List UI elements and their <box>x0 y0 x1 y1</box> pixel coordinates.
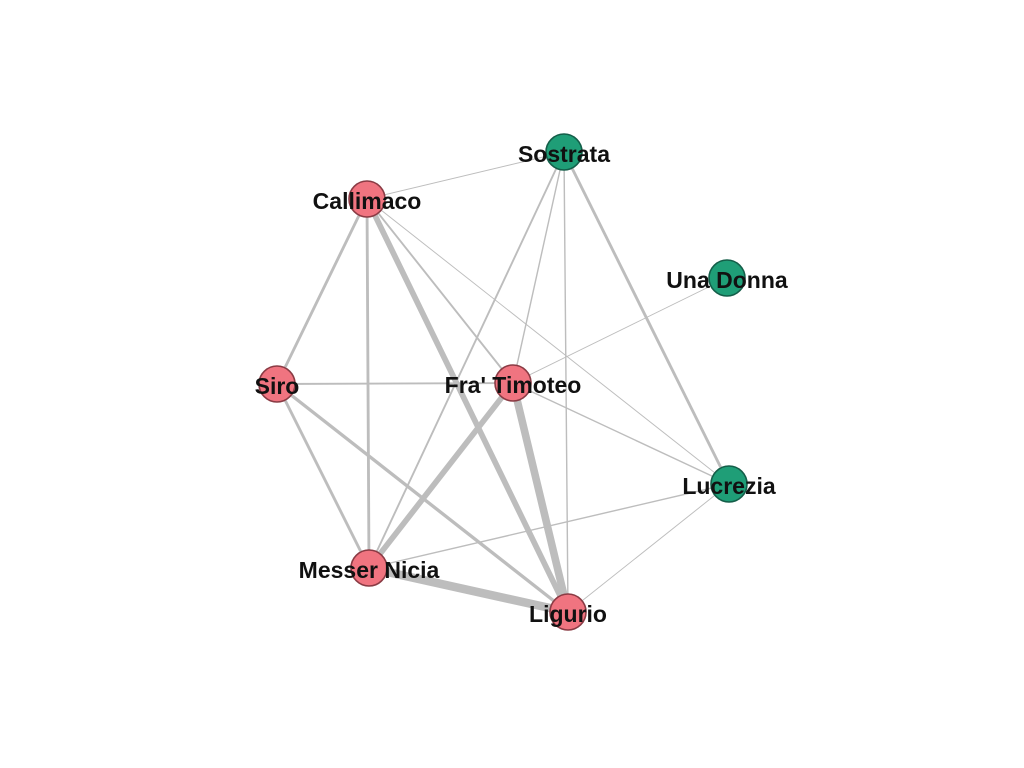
edge-sostrata-ligurio <box>563 151 569 613</box>
node-callimaco <box>348 180 386 218</box>
edge-sostrata-fra-timoteo <box>512 151 565 384</box>
node-label-fra-timoteo: Fra' Timoteo <box>445 372 582 398</box>
node-ligurio <box>549 593 587 631</box>
edge-messer-nicia-lucrezia <box>368 483 730 569</box>
edge-siro-messer-nicia <box>275 382 371 570</box>
node-label-sostrata: Sostrata <box>518 141 610 167</box>
edge-fra-timoteo-lucrezia <box>512 382 730 485</box>
edge-layer <box>275 150 731 617</box>
edge-sostrata-messer-nicia <box>368 151 565 569</box>
edge-callimaco-sostrata <box>366 151 565 200</box>
node-label-callimaco: Callimaco <box>313 188 422 214</box>
node-label-messer-nicia: Messer Nicia <box>299 557 440 583</box>
edge-callimaco-lucrezia <box>366 198 730 485</box>
node-fra-timoteo <box>494 364 532 402</box>
node-sostrata <box>545 133 583 171</box>
edge-callimaco-ligurio <box>364 196 571 615</box>
node-siro <box>258 365 296 403</box>
edge-ligurio-lucrezia <box>567 483 730 613</box>
node-label-siro: Siro <box>255 373 300 399</box>
node-label-una-donna: Una Donna <box>666 267 788 293</box>
edge-fra-timoteo-una-donna <box>512 277 728 384</box>
node-label-lucrezia: Lucrezia <box>682 473 776 499</box>
node-messer-nicia <box>350 549 388 587</box>
edge-callimaco-fra-timoteo <box>366 198 514 384</box>
edge-fra-timoteo-ligurio <box>509 379 572 616</box>
node-lucrezia <box>710 465 748 503</box>
edge-messer-nicia-ligurio <box>364 563 573 617</box>
edge-fra-timoteo-messer-nicia <box>366 380 516 571</box>
node-label-ligurio: Ligurio <box>529 601 607 627</box>
node-una-donna <box>708 259 746 297</box>
node-layer <box>258 133 748 631</box>
label-layer: Sostrata Callimaco Una Donna Siro Fra' Timot… <box>255 141 788 627</box>
edge-siro-fra-timoteo <box>276 382 514 385</box>
edge-callimaco-siro <box>275 197 369 386</box>
